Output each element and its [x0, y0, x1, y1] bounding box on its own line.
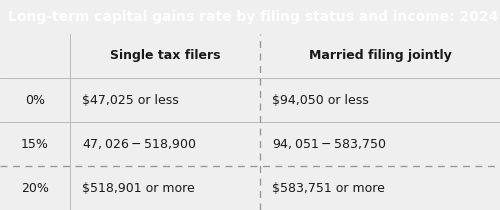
Text: 0%: 0%: [25, 93, 45, 106]
Text: Long-term capital gains rate by filing status and income: 2024: Long-term capital gains rate by filing s…: [8, 10, 498, 24]
Text: $583,751 or more: $583,751 or more: [272, 181, 386, 194]
Text: $47,025 or less: $47,025 or less: [82, 93, 179, 106]
Text: $94,050 or less: $94,050 or less: [272, 93, 369, 106]
Text: $518,901 or more: $518,901 or more: [82, 181, 195, 194]
Text: $47,026-$518,900: $47,026-$518,900: [82, 137, 197, 151]
Text: 20%: 20%: [21, 181, 49, 194]
Text: $94,051-$583,750: $94,051-$583,750: [272, 137, 387, 151]
Text: 15%: 15%: [21, 138, 49, 151]
Text: Married filing jointly: Married filing jointly: [308, 50, 452, 63]
Text: Single tax filers: Single tax filers: [110, 50, 220, 63]
